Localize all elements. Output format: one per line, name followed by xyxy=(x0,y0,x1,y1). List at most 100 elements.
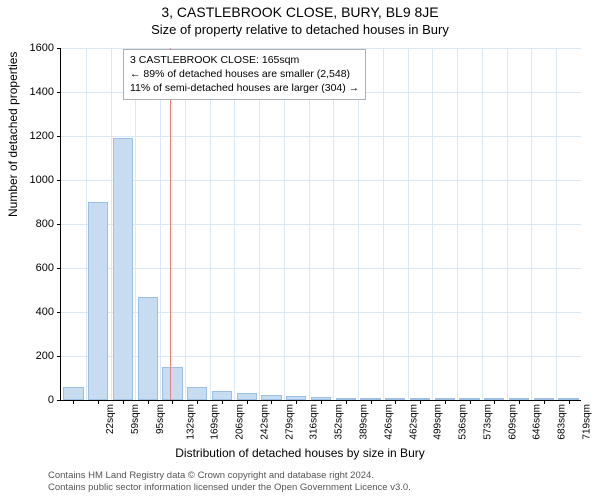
x-tick-mark xyxy=(346,400,347,404)
x-tick-label: 462sqm xyxy=(408,404,419,440)
y-tick-mark xyxy=(57,312,61,313)
x-tick-mark xyxy=(197,400,198,404)
y-tick-label: 800 xyxy=(14,218,54,230)
x-tick-mark xyxy=(271,400,272,404)
x-gridline xyxy=(86,48,87,400)
histogram-bar xyxy=(162,367,182,400)
x-gridline xyxy=(457,48,458,400)
x-tick-mark xyxy=(98,400,99,404)
x-tick-mark xyxy=(470,400,471,404)
y-tick-label: 1200 xyxy=(14,130,54,142)
y-gridline xyxy=(61,268,581,269)
x-tick-mark xyxy=(222,400,223,404)
x-gridline xyxy=(507,48,508,400)
x-gridline xyxy=(259,48,260,400)
x-tick-label: 22sqm xyxy=(105,404,116,434)
x-tick-mark xyxy=(123,400,124,404)
x-gridline xyxy=(284,48,285,400)
y-tick-label: 200 xyxy=(14,350,54,362)
y-tick-mark xyxy=(57,92,61,93)
x-tick-mark xyxy=(73,400,74,404)
y-tick-mark xyxy=(57,400,61,401)
x-gridline xyxy=(111,48,112,400)
x-gridline xyxy=(160,48,161,400)
footer-line-1: Contains HM Land Registry data © Crown c… xyxy=(48,470,411,482)
x-tick-label: 573sqm xyxy=(482,404,493,440)
x-tick-label: 609sqm xyxy=(507,404,518,440)
x-gridline xyxy=(482,48,483,400)
x-tick-mark xyxy=(544,400,545,404)
histogram-bar xyxy=(187,387,207,400)
x-tick-mark xyxy=(321,400,322,404)
y-tick-label: 0 xyxy=(14,394,54,406)
x-tick-mark xyxy=(445,400,446,404)
plot-area: 3 CASTLEBROOK CLOSE: 165sqm← 89% of deta… xyxy=(60,48,581,401)
x-tick-label: 646sqm xyxy=(532,404,543,440)
histogram-bar xyxy=(63,387,83,400)
x-axis-label: Distribution of detached houses by size … xyxy=(0,446,600,460)
x-gridline xyxy=(358,48,359,400)
x-tick-label: 683sqm xyxy=(557,404,568,440)
annotation-line: ← 89% of detached houses are smaller (2,… xyxy=(130,67,359,81)
x-gridline xyxy=(383,48,384,400)
x-tick-mark xyxy=(371,400,372,404)
x-tick-mark xyxy=(519,400,520,404)
x-gridline xyxy=(309,48,310,400)
marker-line xyxy=(170,48,171,400)
footer-attribution: Contains HM Land Registry data © Crown c… xyxy=(48,470,411,494)
x-tick-mark xyxy=(395,400,396,404)
y-gridline xyxy=(61,180,581,181)
y-tick-label: 1400 xyxy=(14,86,54,98)
histogram-bar xyxy=(88,202,108,400)
y-tick-label: 400 xyxy=(14,306,54,318)
histogram-bar xyxy=(138,297,158,400)
x-tick-label: 59sqm xyxy=(130,404,141,434)
x-tick-label: 719sqm xyxy=(581,404,592,440)
x-gridline xyxy=(408,48,409,400)
y-tick-mark xyxy=(57,136,61,137)
x-tick-label: 95sqm xyxy=(155,404,166,434)
x-tick-mark xyxy=(569,400,570,404)
y-tick-label: 1600 xyxy=(14,42,54,54)
y-tick-label: 1000 xyxy=(14,174,54,186)
y-tick-mark xyxy=(57,180,61,181)
x-tick-mark xyxy=(148,400,149,404)
chart-title-sub: Size of property relative to detached ho… xyxy=(0,22,600,37)
y-tick-mark xyxy=(57,48,61,49)
x-tick-label: 426sqm xyxy=(383,404,394,440)
x-tick-label: 242sqm xyxy=(260,404,271,440)
x-tick-mark xyxy=(420,400,421,404)
x-gridline xyxy=(556,48,557,400)
histogram-bar xyxy=(113,138,133,400)
x-gridline xyxy=(210,48,211,400)
y-gridline xyxy=(61,136,581,137)
x-gridline xyxy=(333,48,334,400)
histogram-bar xyxy=(237,393,257,400)
x-tick-label: 279sqm xyxy=(284,404,295,440)
x-tick-label: 352sqm xyxy=(334,404,345,440)
x-tick-mark xyxy=(296,400,297,404)
x-tick-label: 206sqm xyxy=(235,404,246,440)
annotation-line: 3 CASTLEBROOK CLOSE: 165sqm xyxy=(130,53,359,67)
y-gridline xyxy=(61,224,581,225)
x-tick-label: 316sqm xyxy=(309,404,320,440)
x-gridline xyxy=(185,48,186,400)
y-tick-mark xyxy=(57,224,61,225)
x-tick-mark xyxy=(172,400,173,404)
x-tick-label: 132sqm xyxy=(185,404,196,440)
footer-line-2: Contains public sector information licen… xyxy=(48,482,411,494)
x-tick-mark xyxy=(247,400,248,404)
histogram-bar xyxy=(212,391,232,400)
x-tick-mark xyxy=(494,400,495,404)
annotation-line: 11% of semi-detached houses are larger (… xyxy=(130,81,359,95)
x-gridline xyxy=(135,48,136,400)
x-tick-label: 499sqm xyxy=(433,404,444,440)
y-tick-mark xyxy=(57,356,61,357)
x-gridline xyxy=(531,48,532,400)
x-gridline xyxy=(234,48,235,400)
y-tick-mark xyxy=(57,268,61,269)
x-gridline xyxy=(432,48,433,400)
chart-title-main: 3, CASTLEBROOK CLOSE, BURY, BL9 8JE xyxy=(0,4,600,20)
x-tick-label: 169sqm xyxy=(210,404,221,440)
x-tick-label: 389sqm xyxy=(359,404,370,440)
